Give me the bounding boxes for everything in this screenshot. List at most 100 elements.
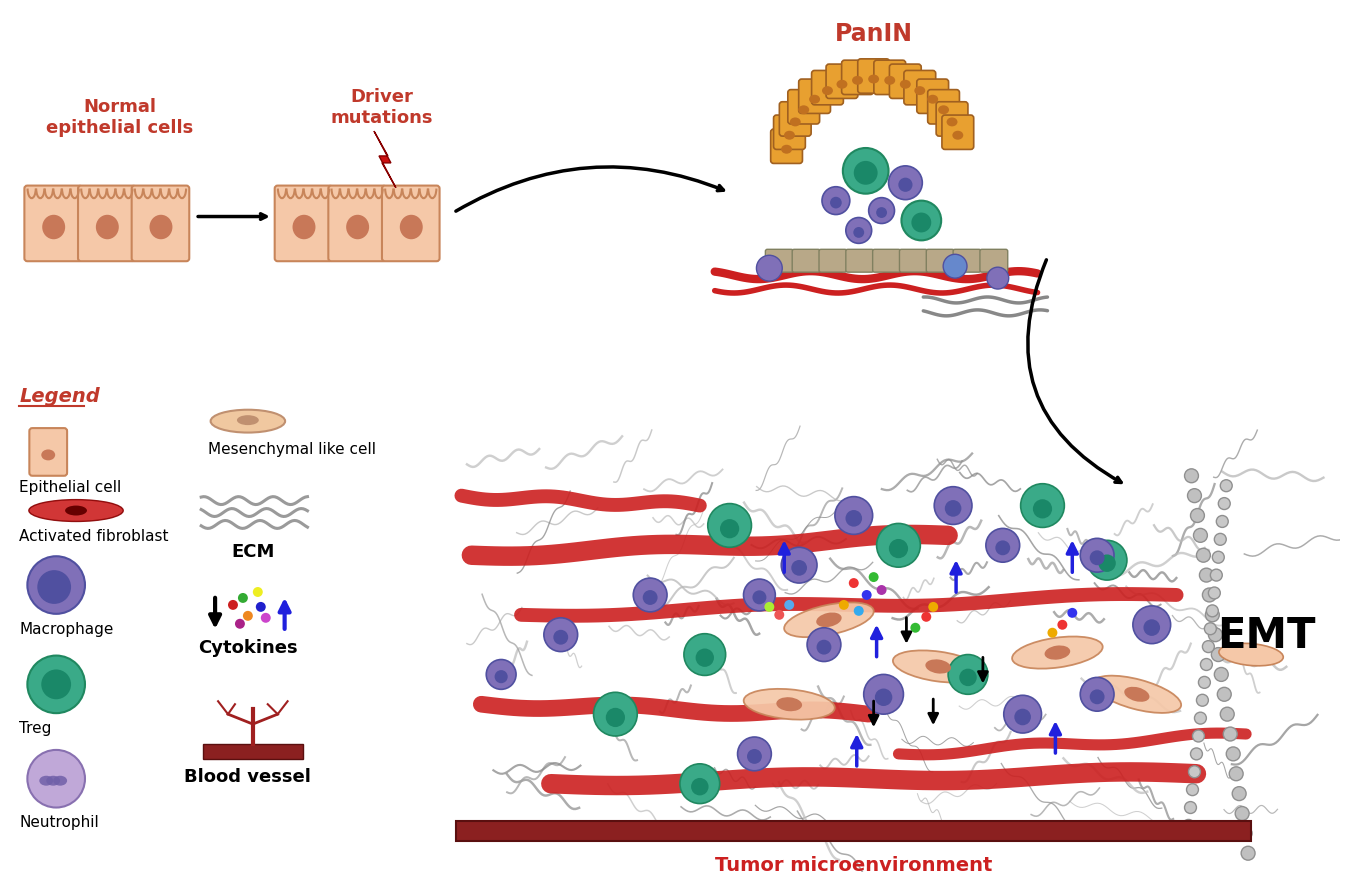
Text: Tumor microenvironment: Tumor microenvironment <box>716 855 993 874</box>
Circle shape <box>807 628 841 662</box>
Ellipse shape <box>54 776 67 786</box>
Circle shape <box>1239 826 1252 840</box>
FancyBboxPatch shape <box>858 60 889 94</box>
Circle shape <box>764 602 775 612</box>
Circle shape <box>863 674 904 715</box>
Circle shape <box>911 623 920 633</box>
Circle shape <box>816 640 831 655</box>
Circle shape <box>752 591 767 605</box>
Circle shape <box>1099 555 1116 572</box>
Ellipse shape <box>28 500 124 522</box>
Circle shape <box>1182 819 1194 831</box>
Circle shape <box>1206 605 1219 617</box>
Ellipse shape <box>868 76 880 84</box>
Ellipse shape <box>211 410 285 433</box>
Circle shape <box>784 601 794 610</box>
FancyBboxPatch shape <box>904 71 936 105</box>
FancyBboxPatch shape <box>771 130 803 164</box>
Circle shape <box>744 579 775 611</box>
Circle shape <box>42 670 71 700</box>
Circle shape <box>935 487 972 525</box>
Ellipse shape <box>784 132 795 140</box>
Circle shape <box>1219 498 1231 510</box>
Circle shape <box>1089 689 1104 704</box>
Circle shape <box>876 208 886 219</box>
Ellipse shape <box>1045 645 1071 660</box>
FancyBboxPatch shape <box>799 80 830 114</box>
Ellipse shape <box>947 119 958 127</box>
Circle shape <box>691 778 709 795</box>
Circle shape <box>495 670 507 683</box>
Ellipse shape <box>399 215 422 240</box>
Circle shape <box>869 572 878 582</box>
Ellipse shape <box>42 215 65 240</box>
Text: Legend: Legend <box>19 387 100 406</box>
Circle shape <box>1186 784 1198 795</box>
Text: Epithelial cell: Epithelial cell <box>19 479 121 494</box>
FancyBboxPatch shape <box>779 103 811 137</box>
Circle shape <box>1217 687 1231 702</box>
FancyBboxPatch shape <box>846 250 874 273</box>
Ellipse shape <box>39 776 54 786</box>
Circle shape <box>912 213 931 234</box>
Circle shape <box>862 590 872 601</box>
Ellipse shape <box>925 659 951 673</box>
Circle shape <box>843 149 889 194</box>
FancyBboxPatch shape <box>941 116 974 150</box>
Circle shape <box>987 268 1009 290</box>
Text: Blood vessel: Blood vessel <box>184 766 311 785</box>
Circle shape <box>1068 608 1077 618</box>
Circle shape <box>839 601 849 610</box>
Text: ECM: ECM <box>231 543 274 561</box>
FancyBboxPatch shape <box>382 186 440 262</box>
Circle shape <box>256 602 266 612</box>
Circle shape <box>1089 551 1104 565</box>
Circle shape <box>27 557 85 614</box>
Circle shape <box>553 630 568 645</box>
FancyBboxPatch shape <box>274 186 332 262</box>
Ellipse shape <box>776 697 802 711</box>
Circle shape <box>1185 802 1197 814</box>
Circle shape <box>253 587 262 597</box>
Circle shape <box>27 656 85 713</box>
FancyBboxPatch shape <box>826 65 858 99</box>
Circle shape <box>1202 641 1215 653</box>
Circle shape <box>27 750 85 808</box>
Text: Cytokines: Cytokines <box>198 638 297 656</box>
Ellipse shape <box>781 146 792 155</box>
Ellipse shape <box>900 81 911 90</box>
Circle shape <box>1080 678 1114 711</box>
Circle shape <box>683 634 726 676</box>
Circle shape <box>1193 730 1204 742</box>
Circle shape <box>1212 551 1224 564</box>
Bar <box>203 745 303 759</box>
Circle shape <box>877 524 920 567</box>
Ellipse shape <box>1124 687 1150 702</box>
Circle shape <box>1202 588 1216 602</box>
Circle shape <box>1003 695 1041 733</box>
Text: Treg: Treg <box>19 720 52 735</box>
FancyBboxPatch shape <box>30 428 67 476</box>
Text: EMT: EMT <box>1217 614 1315 656</box>
Circle shape <box>261 613 270 623</box>
Text: Macrophage: Macrophage <box>19 621 114 636</box>
Circle shape <box>849 579 858 588</box>
Circle shape <box>238 594 247 603</box>
Circle shape <box>695 649 714 667</box>
Circle shape <box>707 504 752 548</box>
FancyBboxPatch shape <box>936 103 968 137</box>
Ellipse shape <box>1219 644 1283 666</box>
Circle shape <box>720 520 740 539</box>
Circle shape <box>1188 489 1201 503</box>
Circle shape <box>1033 500 1052 519</box>
Circle shape <box>633 579 667 612</box>
Circle shape <box>781 548 816 583</box>
Circle shape <box>643 590 658 605</box>
Circle shape <box>1014 709 1030 725</box>
Circle shape <box>1190 509 1204 523</box>
Circle shape <box>835 497 873 535</box>
Ellipse shape <box>149 215 172 240</box>
Ellipse shape <box>810 96 820 104</box>
Ellipse shape <box>952 132 963 140</box>
Text: Neutrophil: Neutrophil <box>19 815 100 830</box>
